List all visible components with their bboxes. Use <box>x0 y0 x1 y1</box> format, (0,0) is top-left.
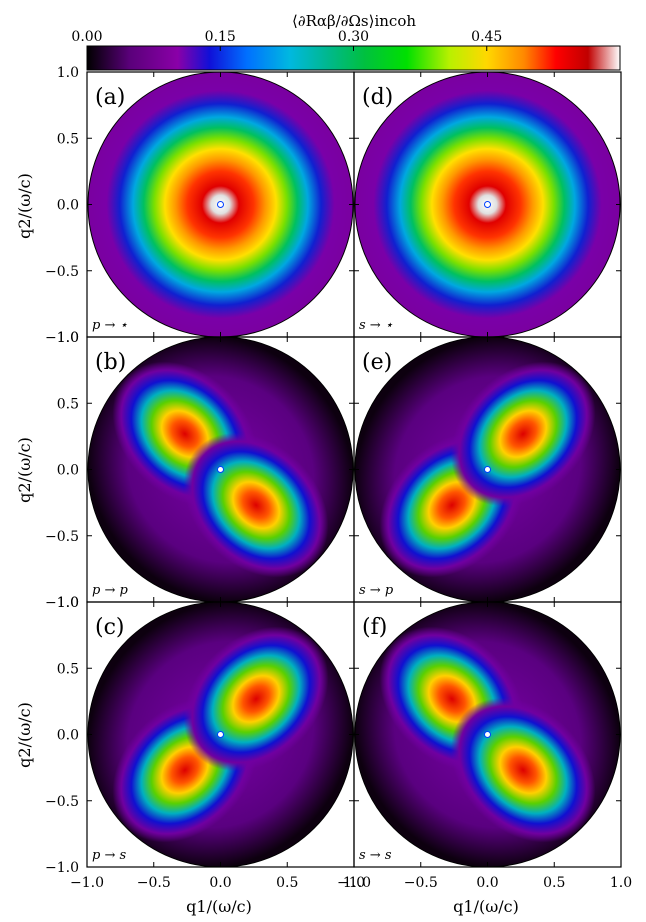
y-tick-label: 0.0 <box>57 198 79 214</box>
specular-marker <box>484 466 491 473</box>
y-tick-label: 0.5 <box>57 661 79 677</box>
specular-marker <box>484 731 491 738</box>
x-tick-label: 0.5 <box>543 875 565 891</box>
y-tick-label: 0.0 <box>57 728 79 744</box>
y-tick-label: 0.5 <box>57 131 79 147</box>
specular-marker <box>217 201 224 208</box>
x-tick-label: 0.0 <box>476 875 498 891</box>
colorbar-tick-label: 0.15 <box>205 29 236 45</box>
panel-c: 1.00.50.0−0.5−1.0−1.0 −0.5 0.0 0.5 1.0(c)p →… <box>45 595 365 891</box>
specular-marker <box>217 466 224 473</box>
y-tick-label: −0.5 <box>45 529 79 545</box>
colorbar: ⟨∂Rαβ/∂Ωs⟩incoh 0.00 0.15 0.30 0.45 <box>71 12 621 71</box>
panel-b: 1.0 0.5 0.0 −0.5 −1.0 (b) p → p <box>45 330 355 611</box>
specular-marker <box>217 731 224 738</box>
x-tick-label: 1.0 <box>610 875 632 891</box>
x-tick-label: −0.5 <box>137 875 171 891</box>
panel-f: −1.0 −0.5 0.0 0.5 1.0 (f) s → s <box>337 601 632 891</box>
y-tick-label: 1.0 <box>57 65 79 81</box>
colorbar-tick-label: 0.45 <box>471 29 502 45</box>
x-axis-label-left: q1/(ω/c) <box>186 897 252 916</box>
panel-letter: (c) <box>95 615 125 640</box>
panel-letter: (d) <box>362 85 393 110</box>
x-tick-label: −1.0 <box>337 875 371 891</box>
y-tick-label: 0.0 <box>57 463 79 479</box>
panel-d: (d) s → ⋆ <box>353 71 622 338</box>
x-tick-label: −0.5 <box>404 875 438 891</box>
panel-polarization-note: p → s <box>92 848 126 863</box>
colorbar-tick-label: 0.30 <box>338 29 369 45</box>
colorbar-ticks: 0.00 0.15 0.30 0.45 <box>71 29 502 51</box>
x-tick-label: −1.0 <box>70 875 104 891</box>
panel-letter: (e) <box>362 350 392 375</box>
y-tick-label: 0.5 <box>57 396 79 412</box>
specular-marker <box>484 201 491 208</box>
panel-polarization-note: p → p <box>92 583 128 598</box>
y-tick-label: 1.0 <box>57 330 79 346</box>
y-tick-label: −1.0 <box>45 595 79 611</box>
x-tick-label: 1.0 <box>343 875 365 891</box>
panel-polarization-note: p → ⋆ <box>92 318 128 333</box>
panel-a: 1.0 0.5 0.0 −0.5 −1.0 (a) p → ⋆ <box>45 65 355 346</box>
y-tick-label: −1.0 <box>45 860 79 876</box>
x-tick-label: 0.0 <box>209 875 231 891</box>
y-tick-label: 1.0 <box>57 595 79 611</box>
panel-letter: (f) <box>362 615 387 640</box>
panel-polarization-note: s → p <box>359 583 394 598</box>
x-axis-label-right: q1/(ω/c) <box>453 897 519 916</box>
x-tick-label: 0.5 <box>276 875 298 891</box>
axis-labels: q1/(ω/c) q1/(ω/c) q2/(ω/c) q2/(ω/c) q2/(… <box>15 173 519 916</box>
panel-polarization-note: s → s <box>359 848 392 863</box>
panel-polarization-note: s → ⋆ <box>359 318 393 333</box>
panel-letter: (b) <box>95 350 126 375</box>
panel-e: (e) s → p <box>353 336 622 603</box>
panel-grid: 1.0 0.5 0.0 −0.5 −1.0 (a) p → ⋆ (d) s → ⋆ 1.0 0.5 0… <box>45 65 632 891</box>
y-axis-label-row2: q2/(ω/c) <box>15 437 34 503</box>
colorbar-label: ⟨∂Rαβ/∂Ωs⟩incoh <box>292 12 416 30</box>
y-axis-label-row1: q2/(ω/c) <box>15 173 34 239</box>
panel-letter: (a) <box>95 85 125 110</box>
colorbar-tick-label: 0.00 <box>71 29 102 45</box>
y-tick-label: −1.0 <box>45 330 79 346</box>
y-tick-label: −0.5 <box>45 264 79 280</box>
y-axis-label-row3: q2/(ω/c) <box>15 702 34 768</box>
y-tick-label: −0.5 <box>45 794 79 810</box>
